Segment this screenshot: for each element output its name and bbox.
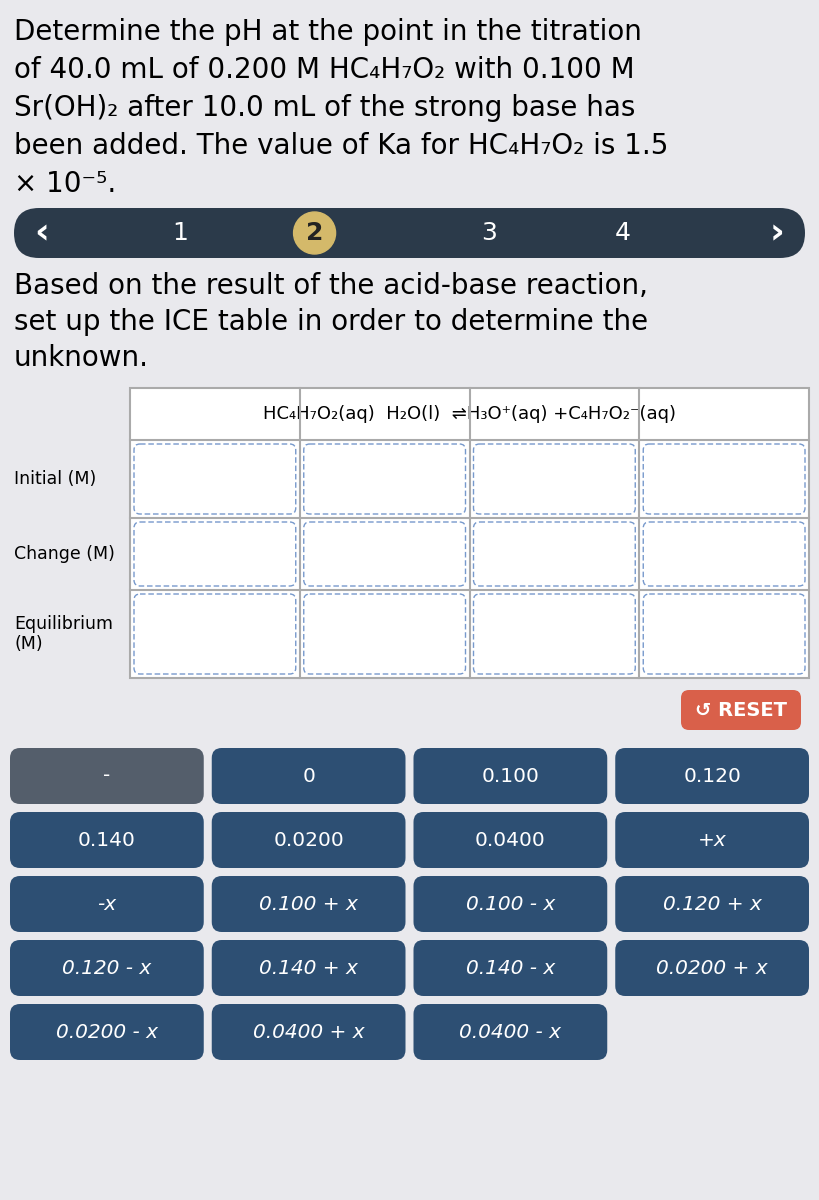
Text: 0.0400 - x: 0.0400 - x [459, 1022, 561, 1042]
Text: 0.140 + x: 0.140 + x [259, 959, 358, 978]
FancyBboxPatch shape [304, 522, 465, 586]
Text: Change (M): Change (M) [14, 545, 115, 563]
FancyBboxPatch shape [643, 444, 805, 514]
Text: 0.120: 0.120 [683, 767, 741, 786]
Text: 3: 3 [481, 221, 496, 245]
Text: set up the ICE table in order to determine the: set up the ICE table in order to determi… [14, 308, 648, 336]
Circle shape [293, 212, 336, 254]
FancyBboxPatch shape [304, 444, 465, 514]
FancyBboxPatch shape [473, 444, 636, 514]
Text: ↺ RESET: ↺ RESET [695, 701, 787, 720]
FancyBboxPatch shape [414, 876, 607, 932]
Text: × 10⁻⁵.: × 10⁻⁵. [14, 170, 116, 198]
Text: Equilibrium
(M): Equilibrium (M) [14, 614, 113, 653]
Text: HC₄H₇O₂(aq)  H₂O(l)  ⇌H₃O⁺(aq) +C₄H₇O₂⁻(aq): HC₄H₇O₂(aq) H₂O(l) ⇌H₃O⁺(aq) +C₄H₇O₂⁻(aq… [263, 404, 676, 422]
FancyBboxPatch shape [10, 748, 204, 804]
FancyBboxPatch shape [212, 748, 405, 804]
Text: 0.140: 0.140 [78, 830, 136, 850]
Text: ›: › [770, 216, 785, 250]
FancyBboxPatch shape [10, 812, 204, 868]
Text: 0.100 - x: 0.100 - x [466, 894, 555, 913]
FancyBboxPatch shape [10, 1004, 204, 1060]
FancyBboxPatch shape [10, 876, 204, 932]
FancyBboxPatch shape [212, 812, 405, 868]
FancyBboxPatch shape [615, 876, 809, 932]
Text: of 40.0 mL of 0.200 M HC₄H₇O₂ with 0.100 M: of 40.0 mL of 0.200 M HC₄H₇O₂ with 0.100… [14, 56, 635, 84]
Text: been added. The value of Ka for HC₄H₇O₂ is 1.5: been added. The value of Ka for HC₄H₇O₂ … [14, 132, 668, 160]
Text: 0.0400 + x: 0.0400 + x [253, 1022, 364, 1042]
Text: 4: 4 [615, 221, 631, 245]
FancyBboxPatch shape [643, 594, 805, 674]
FancyBboxPatch shape [14, 208, 805, 258]
FancyBboxPatch shape [134, 594, 296, 674]
FancyBboxPatch shape [414, 812, 607, 868]
FancyBboxPatch shape [134, 444, 296, 514]
Text: Based on the result of the acid-base reaction,: Based on the result of the acid-base rea… [14, 272, 648, 300]
Text: +x: +x [698, 830, 726, 850]
Text: 0.0200: 0.0200 [274, 830, 344, 850]
Bar [130, 388, 809, 678]
Text: Determine the pH at the point in the titration: Determine the pH at the point in the tit… [14, 18, 642, 46]
Text: Sr(OH)₂ after 10.0 mL of the strong base has: Sr(OH)₂ after 10.0 mL of the strong base… [14, 94, 636, 122]
FancyBboxPatch shape [304, 594, 465, 674]
FancyBboxPatch shape [10, 940, 204, 996]
Text: 0.0400: 0.0400 [475, 830, 545, 850]
FancyBboxPatch shape [643, 522, 805, 586]
FancyBboxPatch shape [615, 748, 809, 804]
FancyBboxPatch shape [615, 812, 809, 868]
Text: unknown.: unknown. [14, 344, 149, 372]
FancyBboxPatch shape [212, 1004, 405, 1060]
Text: Initial (M): Initial (M) [14, 470, 97, 488]
FancyBboxPatch shape [414, 940, 607, 996]
Text: -x: -x [97, 894, 116, 913]
Text: 0: 0 [302, 767, 315, 786]
FancyBboxPatch shape [681, 690, 801, 730]
Text: 0.140 - x: 0.140 - x [466, 959, 555, 978]
FancyBboxPatch shape [473, 594, 636, 674]
FancyBboxPatch shape [212, 940, 405, 996]
Text: -: - [103, 767, 111, 786]
FancyBboxPatch shape [473, 522, 636, 586]
Text: 0.120 + x: 0.120 + x [663, 894, 762, 913]
Text: 0.120 - x: 0.120 - x [62, 959, 152, 978]
Text: 0.0200 + x: 0.0200 + x [656, 959, 768, 978]
FancyBboxPatch shape [414, 748, 607, 804]
Text: 0.100: 0.100 [482, 767, 540, 786]
FancyBboxPatch shape [615, 940, 809, 996]
Text: ‹: ‹ [34, 216, 49, 250]
FancyBboxPatch shape [212, 876, 405, 932]
Text: 0.0200 - x: 0.0200 - x [56, 1022, 158, 1042]
FancyBboxPatch shape [414, 1004, 607, 1060]
Text: 2: 2 [305, 221, 324, 245]
Text: 0.100 + x: 0.100 + x [259, 894, 358, 913]
Text: 1: 1 [172, 221, 188, 245]
FancyBboxPatch shape [134, 522, 296, 586]
